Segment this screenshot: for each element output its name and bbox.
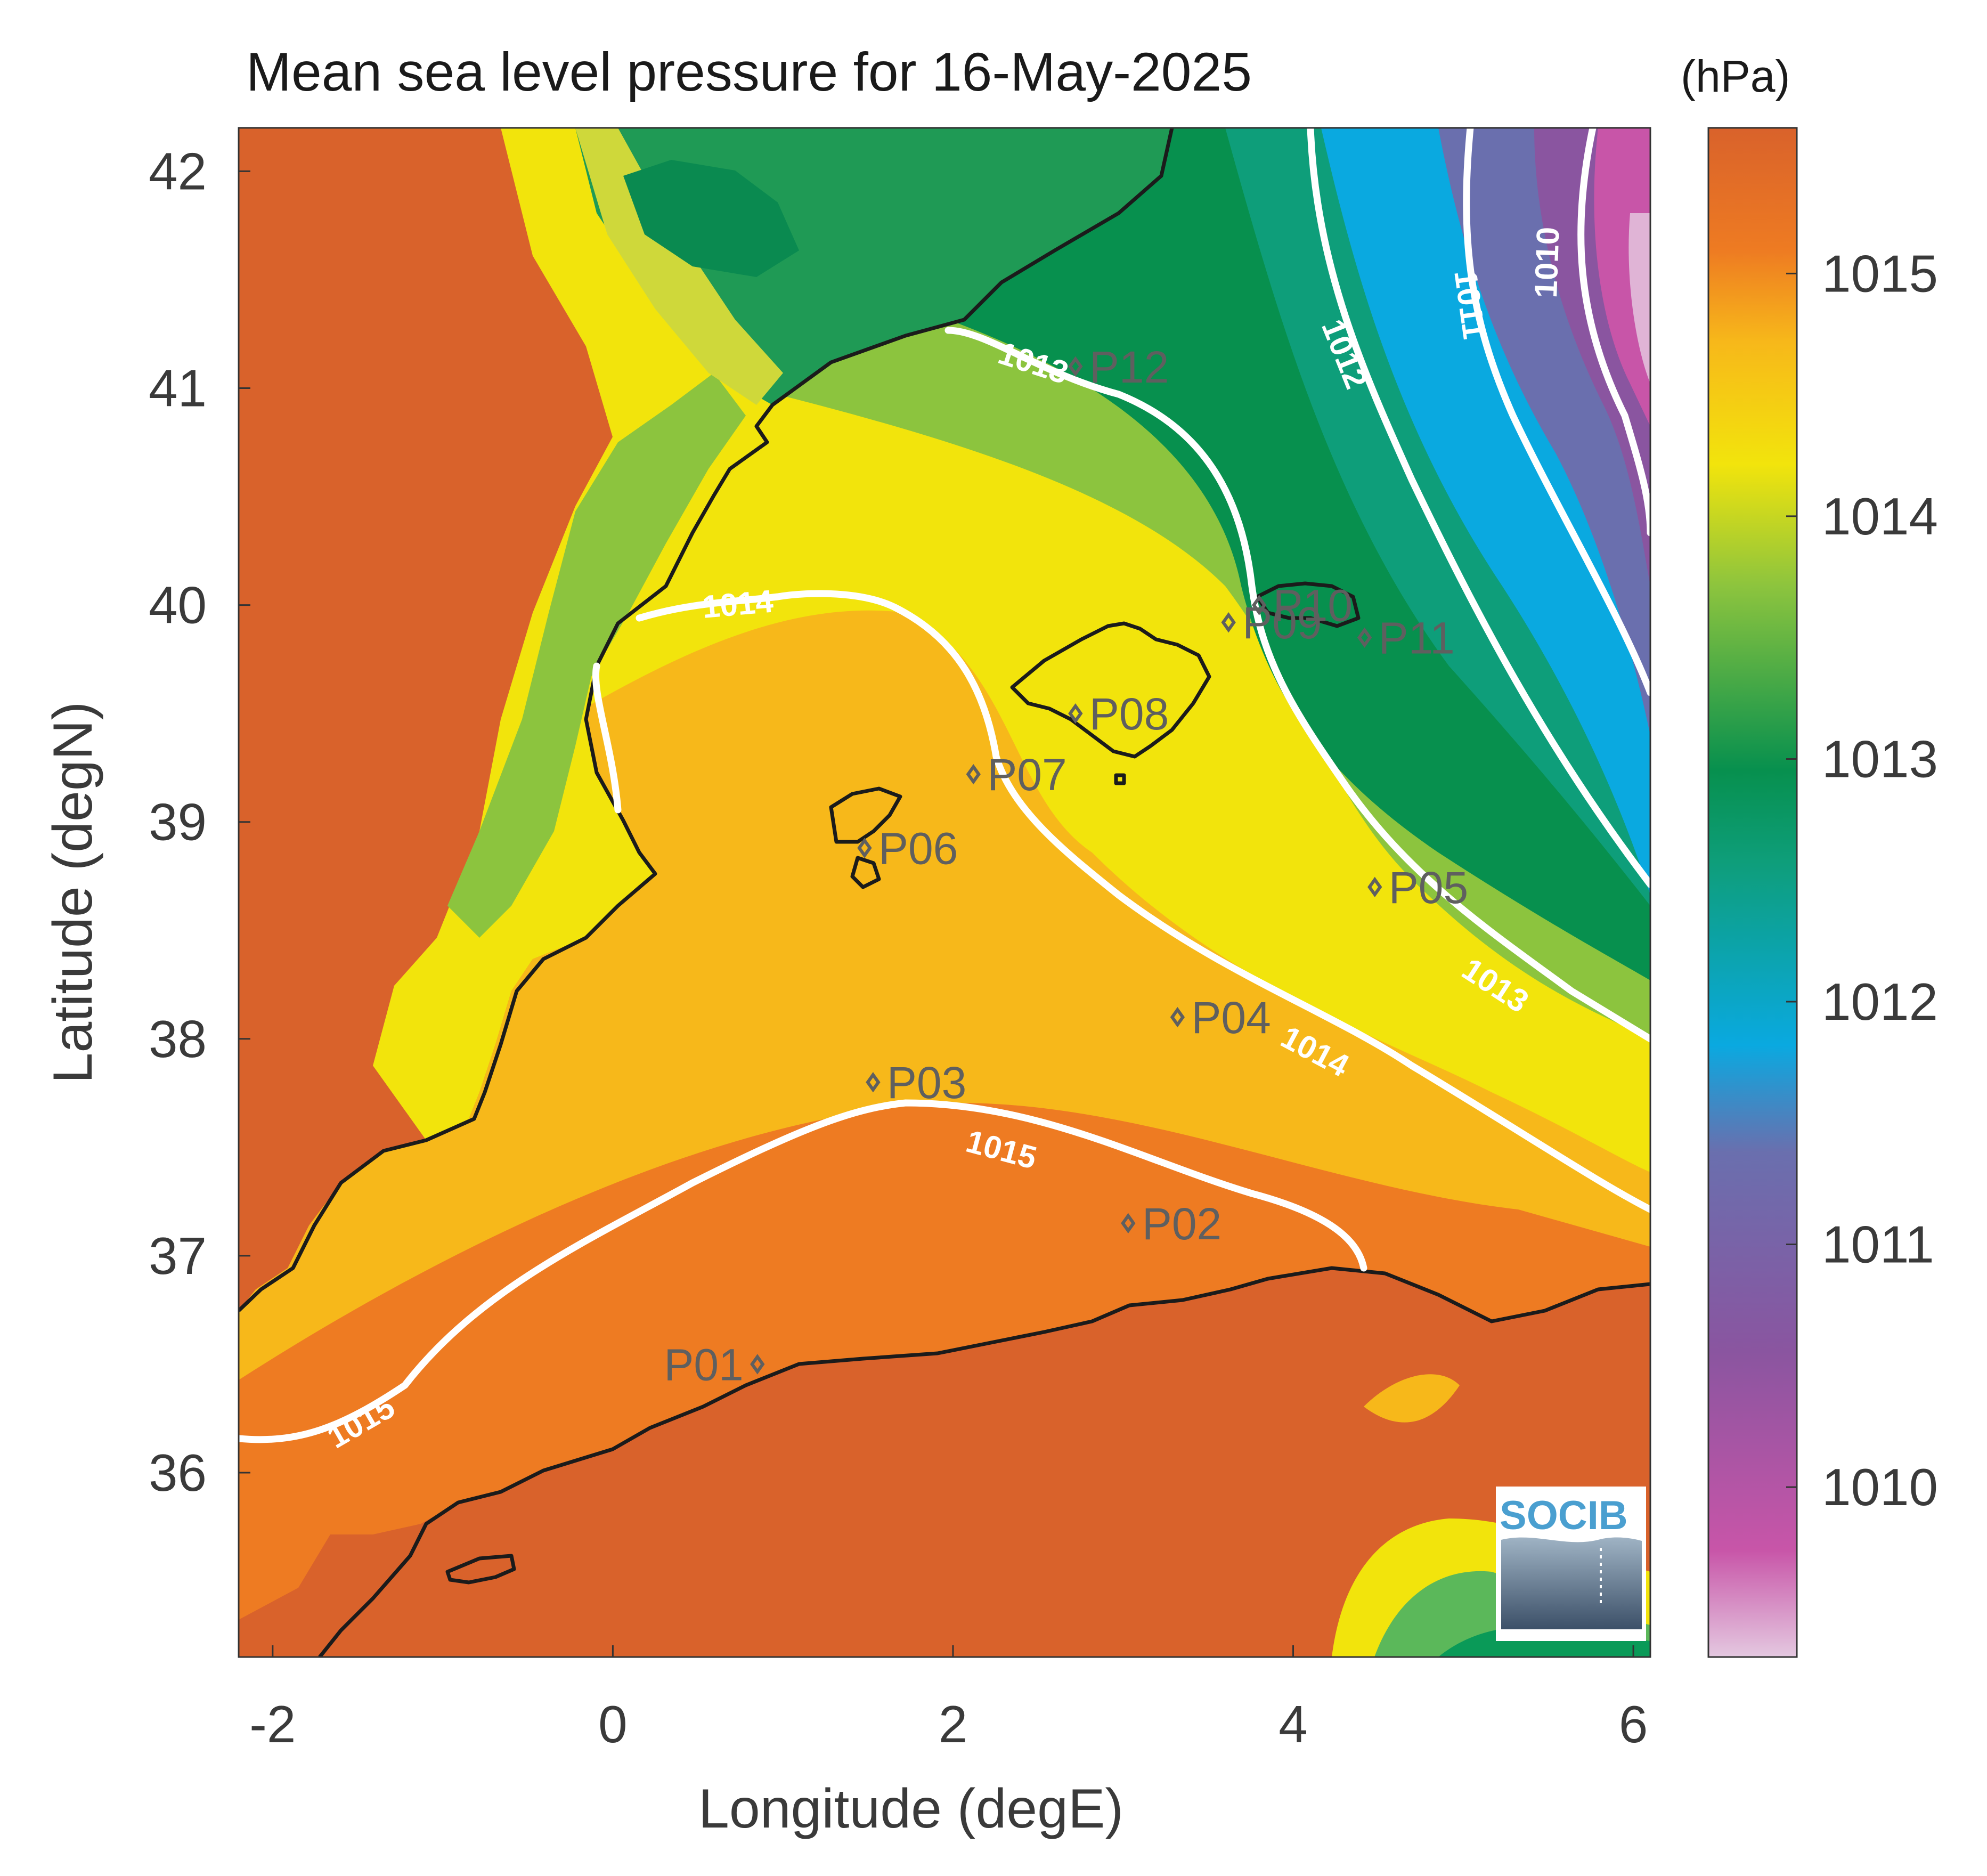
ibiza xyxy=(829,786,902,844)
socib-logo: SOCIB xyxy=(1496,1487,1646,1641)
catalonia-yellow xyxy=(575,128,783,405)
africa-coastline xyxy=(318,1266,1650,1657)
band-1009-5 xyxy=(1628,213,1650,384)
station-marker-p11 xyxy=(1357,627,1372,648)
station-marker-p03 xyxy=(866,1072,881,1093)
station-marker-p08 xyxy=(1068,703,1083,724)
x-tick-label: 0 xyxy=(598,1695,628,1753)
station-label-p04: P04 xyxy=(1191,993,1271,1043)
station-label-p12: P12 xyxy=(1089,342,1169,392)
menorca xyxy=(1255,581,1361,628)
station-marker-p07 xyxy=(966,764,981,785)
africa-land xyxy=(239,1268,1650,1657)
station-marker-p02 xyxy=(1121,1213,1136,1233)
contour-1014-mid xyxy=(636,590,1650,1213)
station-marker-p04 xyxy=(1170,1006,1185,1028)
contour-1011 xyxy=(1463,128,1650,696)
colorbar-tick-label: 1015 xyxy=(1822,244,1938,303)
y-tick-labels: 36 37 38 39 40 41 42 xyxy=(149,142,250,1502)
cabrera xyxy=(1114,773,1126,785)
station-label-p06: P06 xyxy=(878,824,958,874)
station-marker-p09 xyxy=(1221,612,1236,633)
y-tick-label: 40 xyxy=(149,576,207,635)
contour-1012 xyxy=(1307,128,1650,888)
africa-yellow-2 xyxy=(1364,1374,1460,1423)
y-axis-label: Latitude (degN) xyxy=(42,702,104,1084)
station-marker-p12 xyxy=(1068,356,1083,377)
formentera xyxy=(850,856,881,889)
y-tick-label: 42 xyxy=(149,142,207,200)
station-marker-p06 xyxy=(857,838,872,858)
pyrenees-dark xyxy=(623,160,799,277)
station-label-p07: P07 xyxy=(987,750,1066,800)
station-label-p01: P01 xyxy=(664,1339,743,1390)
iberia-green-strip xyxy=(447,373,746,938)
station-label-p11: P11 xyxy=(1379,613,1455,663)
band-1010 xyxy=(1594,128,1650,426)
colorbar-tick-label: 1012 xyxy=(1822,972,1938,1031)
station-marker-p01 xyxy=(750,1354,765,1375)
x-axis-label: Longitude (degE) xyxy=(698,1778,1123,1840)
socib-logo-text: SOCIB xyxy=(1500,1493,1628,1538)
station-label-p03: P03 xyxy=(887,1058,966,1108)
station-label-p05: P05 xyxy=(1389,863,1468,913)
map-panel: 1010 1011 1012 1013 1013 1014 1014 1015 … xyxy=(239,128,1650,1657)
chart-title: Mean sea level pressure for 16-May-2025 xyxy=(246,42,1252,102)
colorbar xyxy=(1707,127,1798,1658)
contour-1010 xyxy=(1577,128,1650,537)
y-tick-label: 37 xyxy=(149,1227,207,1285)
x-tick-label: 4 xyxy=(1278,1695,1308,1753)
contour-1014-coast xyxy=(592,662,622,814)
y-tick-label: 38 xyxy=(149,1010,207,1068)
contour-1015-south xyxy=(239,1099,1367,1443)
colorbar-tick-label: 1013 xyxy=(1822,729,1938,788)
contour-label-1014-north: 1014 xyxy=(701,583,775,625)
x-tick-label: -2 xyxy=(249,1695,296,1753)
station-marker-p10 xyxy=(1251,595,1267,615)
contour-label-1010: 1010 xyxy=(1528,226,1566,299)
y-tick-label: 39 xyxy=(149,793,207,851)
x-tick-labels: -2 0 2 4 6 xyxy=(249,1645,1648,1753)
station-label-p08: P08 xyxy=(1089,689,1169,739)
iberia-coastline xyxy=(239,128,1174,1312)
socib-logo-wave xyxy=(1501,1537,1642,1629)
station-label-p10: P10 xyxy=(1273,581,1353,631)
station-marker-p05 xyxy=(1367,876,1382,897)
y-tick-label: 36 xyxy=(149,1443,207,1502)
map-frame xyxy=(238,127,1651,1658)
colorbar-tick-label: 1010 xyxy=(1822,1458,1938,1516)
colorbar-tick-label: 1014 xyxy=(1822,487,1938,546)
y-tick-label: 41 xyxy=(149,359,207,418)
colorbar-ticks: 1010 1011 1012 1013 1014 1015 xyxy=(1786,244,1938,1516)
colorbar-unit: (hPa) xyxy=(1681,51,1790,101)
station-label-p02: P02 xyxy=(1142,1199,1221,1249)
x-tick-label: 2 xyxy=(939,1695,968,1753)
alboran-island xyxy=(445,1554,516,1585)
contour-1013 xyxy=(944,327,1650,1043)
x-tick-label: 6 xyxy=(1619,1695,1648,1753)
colorbar-tick-label: 1011 xyxy=(1822,1215,1934,1274)
